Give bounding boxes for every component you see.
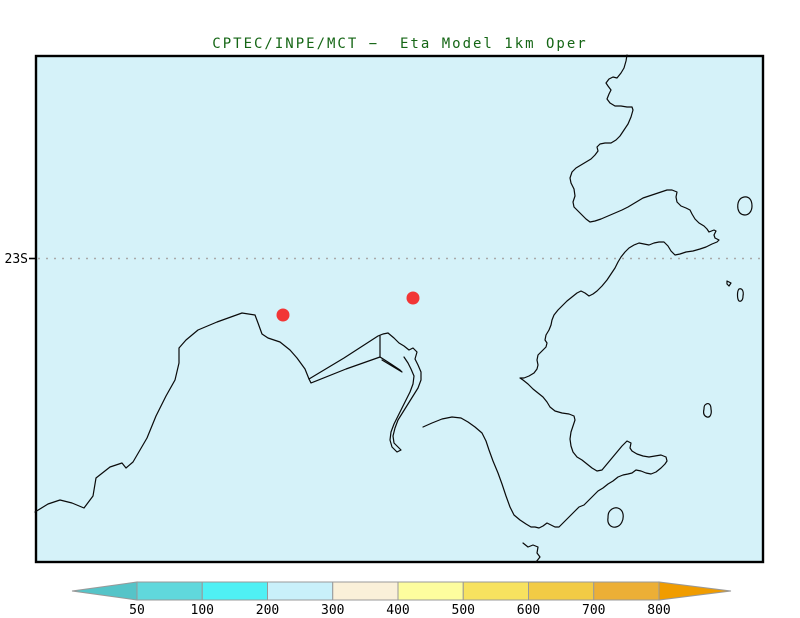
- colorbar-tick-label: 50: [129, 603, 145, 618]
- map-figure: 23S 50 100 200 300 400 500 600 700 800: [0, 0, 800, 618]
- colorbar-tick-label: 800: [647, 603, 670, 618]
- colorbar-tick-label: 600: [517, 603, 540, 618]
- station-marker: [277, 309, 290, 322]
- colorbar-arrow-left: [72, 582, 137, 600]
- weather-map-page: CPTEC/INPE/MCT − Eta Model 1km Oper Role…: [0, 0, 800, 618]
- colorbar-tick-label: 700: [582, 603, 605, 618]
- colorbar-tick-label: 100: [191, 603, 214, 618]
- colorbar: 50 100 200 300 400 500 600 700 800: [72, 582, 731, 618]
- colorbar-segment: [333, 582, 398, 600]
- colorbar-segment: [268, 582, 333, 600]
- station-marker: [407, 292, 420, 305]
- colorbar-segment: [594, 582, 659, 600]
- colorbar-tick-label: 200: [256, 603, 279, 618]
- colorbar-segment: [398, 582, 463, 600]
- map-canvas: [36, 56, 763, 562]
- colorbar-tick-label: 300: [321, 603, 344, 618]
- colorbar-segment: [202, 582, 267, 600]
- colorbar-segment: [137, 582, 202, 600]
- colorbar-tick-label: 400: [386, 603, 409, 618]
- latitude-tick-label: 23S: [5, 252, 28, 267]
- colorbar-segment: [463, 582, 528, 600]
- colorbar-segment: [529, 582, 594, 600]
- colorbar-arrow-right: [659, 582, 731, 600]
- colorbar-tick-label: 500: [452, 603, 475, 618]
